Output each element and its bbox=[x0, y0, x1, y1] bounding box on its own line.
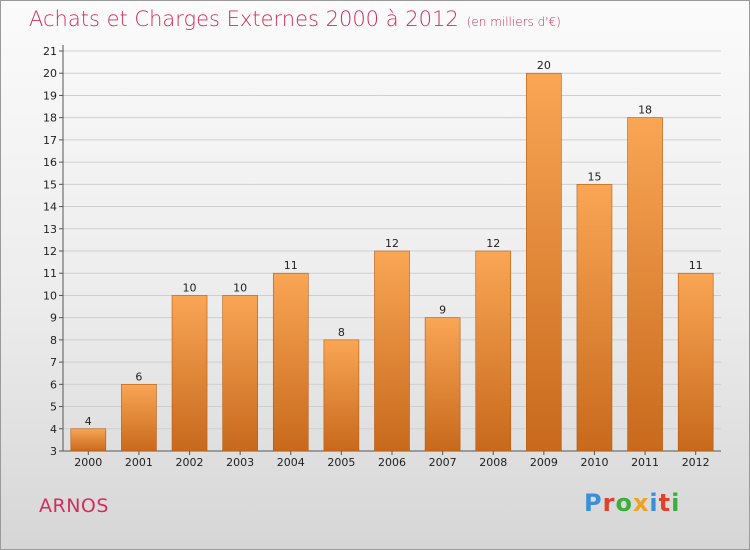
y-tick-label: 7 bbox=[50, 356, 57, 369]
chart-unit: (en milliers d'€) bbox=[466, 15, 561, 29]
y-tick-label: 9 bbox=[50, 312, 57, 325]
value-label-2011: 18 bbox=[638, 104, 652, 117]
y-tick-label: 21 bbox=[43, 45, 57, 58]
bar-2003 bbox=[222, 295, 258, 452]
chart-title: Achats et Charges Externes 2000 à 2012 (e… bbox=[29, 7, 561, 31]
x-tick-label-2012: 2012 bbox=[682, 456, 710, 469]
y-tick-label: 11 bbox=[43, 267, 57, 280]
y-tick-label: 12 bbox=[43, 245, 57, 258]
logo-letter: i bbox=[649, 489, 659, 517]
labels: 4 2000 6 2001 10 2002 10 2003 11 2004 8 2005 12 2006 9… bbox=[74, 59, 709, 469]
x-tick-label-2011: 2011 bbox=[631, 456, 659, 469]
value-label-2005: 8 bbox=[338, 326, 345, 339]
value-label-2010: 15 bbox=[587, 170, 601, 183]
x-tick-label-2006: 2006 bbox=[378, 456, 406, 469]
bar-2006 bbox=[374, 250, 410, 452]
value-label-2003: 10 bbox=[233, 281, 247, 294]
y-tick-label: 16 bbox=[43, 156, 57, 169]
x-tick-label-2005: 2005 bbox=[327, 456, 355, 469]
chart-title-text: Achats et Charges Externes 2000 à 2012 bbox=[29, 7, 459, 31]
logo-letter: x bbox=[632, 489, 650, 517]
value-label-2007: 9 bbox=[439, 304, 446, 317]
value-label-2012: 11 bbox=[689, 259, 703, 272]
value-label-2009: 20 bbox=[537, 59, 551, 72]
bars bbox=[70, 72, 714, 452]
bar-2012 bbox=[677, 272, 714, 452]
x-tick-label-2000: 2000 bbox=[74, 456, 102, 469]
x-tick-label-2008: 2008 bbox=[479, 456, 507, 469]
x-tick-label-2003: 2003 bbox=[226, 456, 254, 469]
y-tick-label: 13 bbox=[43, 223, 57, 236]
value-label-2001: 6 bbox=[135, 370, 142, 383]
x-tick-label-2007: 2007 bbox=[429, 456, 457, 469]
y-tick-label: 8 bbox=[50, 334, 57, 347]
y-tick-label: 10 bbox=[43, 289, 57, 302]
bar-2007 bbox=[424, 317, 461, 452]
value-label-2000: 4 bbox=[85, 415, 92, 428]
proxiti-logo[interactable]: Proxiti bbox=[584, 489, 680, 517]
bar-2010 bbox=[576, 184, 613, 452]
y-tick-label: 4 bbox=[50, 423, 57, 436]
value-label-2008: 12 bbox=[486, 237, 500, 250]
x-tick-label-2009: 2009 bbox=[530, 456, 558, 469]
commune-name: ARNOS bbox=[39, 495, 109, 517]
logo-letter: r bbox=[602, 489, 616, 517]
bar-2009 bbox=[526, 72, 562, 452]
logo-letter: t bbox=[658, 489, 672, 517]
y-tick-label: 18 bbox=[43, 112, 57, 125]
x-tick-label-2004: 2004 bbox=[277, 456, 305, 469]
logo-letter: P bbox=[584, 489, 603, 517]
bar-2002 bbox=[171, 295, 208, 452]
y-tick-label: 6 bbox=[50, 378, 57, 391]
bar-2008 bbox=[475, 250, 512, 452]
x-tick-label-2002: 2002 bbox=[176, 456, 204, 469]
logo-letter: i bbox=[671, 489, 681, 517]
bar-2005 bbox=[323, 339, 360, 452]
y-tick-label: 17 bbox=[43, 134, 57, 147]
y-tick-label: 19 bbox=[43, 89, 57, 102]
x-tick-label-2001: 2001 bbox=[125, 456, 153, 469]
bar-2011 bbox=[627, 117, 663, 452]
y-tick-label: 14 bbox=[43, 201, 57, 214]
y-tick-label: 15 bbox=[43, 178, 57, 191]
value-label-2004: 11 bbox=[284, 259, 298, 272]
y-tick-label: 5 bbox=[50, 401, 57, 414]
bar-2004 bbox=[272, 272, 309, 452]
value-label-2002: 10 bbox=[183, 281, 197, 294]
bar-2000 bbox=[70, 428, 107, 452]
bar-2001 bbox=[121, 384, 157, 452]
y-tick-label: 3 bbox=[50, 445, 57, 458]
logo-letter: o bbox=[615, 489, 633, 517]
value-label-2006: 12 bbox=[385, 237, 399, 250]
y-tick-label: 20 bbox=[43, 67, 57, 80]
x-tick-label-2010: 2010 bbox=[580, 456, 608, 469]
